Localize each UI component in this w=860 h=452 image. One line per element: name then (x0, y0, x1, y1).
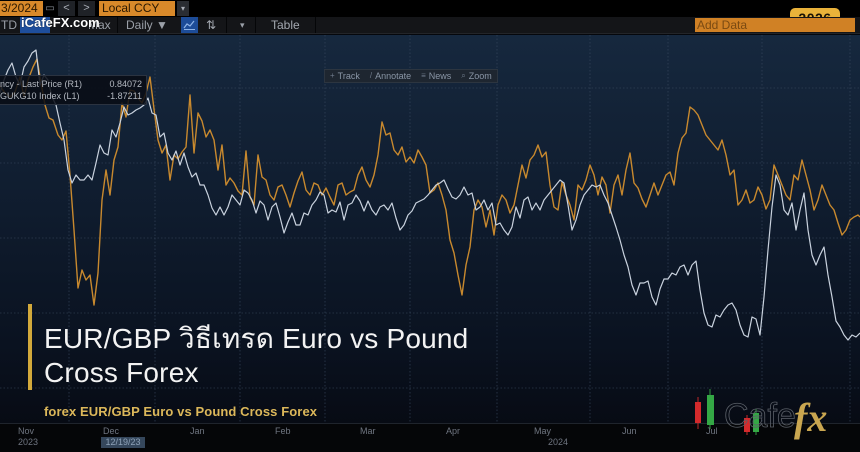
divider (117, 17, 118, 33)
chart-plot (0, 35, 860, 423)
calendar-icon[interactable]: ▭ (45, 3, 55, 14)
legend-item-eurgbp[interactable]: ncy - Last Price (R1) 0.84072 (0, 78, 146, 90)
crosshair-icon: + (330, 71, 335, 80)
period-ytd[interactable]: TD (1, 18, 17, 32)
x-tick-apr: Apr (446, 426, 461, 436)
watermark-text: iCafeFX.com (21, 15, 100, 30)
date-cursor-label: 12/19/23 (101, 437, 145, 448)
x-tick-jun: Jun (622, 426, 637, 436)
news-icon: ≡ (421, 71, 426, 80)
frequency-select[interactable]: Daily ▼ (126, 18, 168, 32)
x-axis: Nov Dec Jan Feb Mar Apr May Jun Jul 2023… (0, 423, 860, 452)
title-line-2: Cross Forex (44, 357, 199, 388)
annotate-button[interactable]: / Annotate (365, 70, 416, 82)
line-chart-icon[interactable] (181, 17, 198, 33)
logo-fx-mark: fx (794, 395, 827, 440)
divider (255, 17, 256, 33)
period-selected[interactable] (20, 17, 50, 33)
next-button[interactable]: > (78, 1, 95, 16)
x-tick-feb: Feb (275, 426, 291, 436)
period-max[interactable]: Max (88, 18, 111, 32)
series-gukg10-line (0, 49, 860, 341)
candlestick-icon (695, 389, 759, 435)
title-accent-bar (28, 304, 32, 390)
track-button[interactable]: + Track (325, 70, 365, 82)
annotate-label: Annotate (375, 71, 412, 81)
pencil-icon: / (369, 71, 373, 80)
currency-dropdown-icon[interactable]: ▾ (177, 1, 189, 16)
series-eurgbp-line (0, 58, 860, 306)
x-year-2024: 2024 (548, 437, 569, 447)
subtitle: forex EUR/GBP Euro vs Pound Cross Forex (44, 404, 318, 419)
legend-label: ncy - Last Price (R1) (0, 79, 83, 89)
page-title: EUR/GBP วิธีเทรด Euro vs Pound Cross For… (44, 322, 604, 390)
magnifier-icon: ⌕ (461, 71, 466, 80)
currency-select[interactable]: Local CCY (99, 1, 175, 16)
divider (226, 17, 227, 33)
prev-button[interactable]: < (58, 1, 75, 16)
track-label: Track (337, 71, 360, 81)
icafefx-logo: Cafe fx (690, 385, 860, 440)
legend-value: 0.84072 (109, 79, 142, 89)
legend-label: GUKG10 Index (L1) (0, 91, 80, 101)
table-button[interactable]: Table (271, 18, 300, 32)
x-tick-nov: Nov (18, 426, 35, 436)
legend-item-gukg10[interactable]: GUKG10 Index (L1) -1.87211 (0, 90, 146, 102)
chart-tools-bar: + Track / Annotate ≡ News ⌕ Zoom (324, 69, 498, 83)
x-tick-dec: Dec (103, 426, 120, 436)
news-button[interactable]: ≡ News (416, 70, 456, 82)
chart-toolbar (0, 17, 860, 34)
x-tick-may: May (534, 426, 552, 436)
end-date-field[interactable]: 3/2024 (0, 1, 43, 16)
add-data-input[interactable]: Add Data (695, 18, 855, 32)
zoom-button[interactable]: ⌕ Zoom (456, 70, 497, 82)
bars-icon[interactable]: ⇅ (206, 18, 217, 32)
title-line-1: EUR/GBP วิธีเทรด Euro vs Pound (44, 323, 469, 354)
chart-area[interactable]: ncy - Last Price (R1) 0.84072 GUKG10 Ind… (0, 35, 860, 423)
news-label: News (428, 71, 452, 81)
x-year-2023: 2023 (18, 437, 39, 447)
zoom-label: Zoom (468, 71, 492, 81)
more-dropdown-icon[interactable]: ▾ (240, 20, 245, 30)
x-tick-jul: Jul (706, 426, 718, 436)
logo-text: Cafe (724, 397, 796, 435)
legend-value: -1.87211 (107, 91, 142, 101)
chart-legend: ncy - Last Price (R1) 0.84072 GUKG10 Ind… (0, 75, 147, 105)
x-tick-mar: Mar (360, 426, 376, 436)
x-tick-jan: Jan (190, 426, 205, 436)
grid-lines (0, 35, 860, 423)
divider (315, 17, 316, 33)
date-toolbar: 3/2024 ▭ < > Local CCY ▾ 2026 (0, 0, 860, 28)
